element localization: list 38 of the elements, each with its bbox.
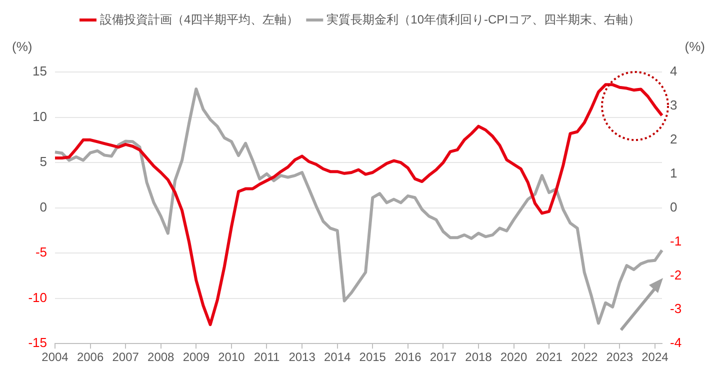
x-tick-label: 2020 [500, 350, 528, 364]
x-tick-label: 2014 [324, 350, 351, 364]
y2-tick-label: 0 [670, 199, 678, 214]
y-tick-label: 0 [40, 199, 47, 214]
x-tick-label: 2021 [536, 350, 563, 364]
y2-tick-label: 3 [670, 98, 678, 113]
x-tick-label: 2007 [112, 350, 140, 364]
legend-label: 実質長期金利（10年債利回り-CPIコア、四半期末、右軸） [326, 12, 640, 26]
legend-label: 設備投資計画（4四半期平均、左軸） [100, 12, 299, 26]
x-tick-label: 2013 [288, 350, 316, 364]
x-tick-label: 2006 [76, 350, 104, 364]
y-tick-label: -5 [35, 244, 47, 260]
y-tick-label: 5 [40, 154, 47, 170]
y-tick-label: -10 [28, 290, 47, 305]
y-axis-title: (%) [12, 39, 32, 54]
y2-tick-label: -1 [670, 233, 682, 248]
x-tick-label: 2009 [182, 350, 210, 364]
x-tick-label: 2016 [394, 350, 422, 364]
y2-tick-label: -2 [670, 267, 682, 282]
x-tick-label: 2018 [465, 350, 492, 364]
x-tick-label: 2024 [642, 350, 669, 364]
y2-tick-label: 2 [670, 131, 678, 146]
x-tick-label: 2022 [571, 350, 598, 364]
y2-tick-label: 4 [670, 64, 678, 79]
y2-tick-label: -4 [670, 335, 682, 350]
y-tick-label: 10 [32, 108, 47, 124]
x-tick-label: 2004 [42, 350, 69, 364]
x-tick-label: 2008 [148, 350, 175, 364]
x-tick-label: 2010 [218, 350, 246, 364]
x-tick-label: 2017 [430, 350, 457, 364]
x-tick-label: 2023 [606, 350, 634, 364]
y2-axis-title: (%) [684, 39, 705, 54]
y2-tick-label: 1 [670, 165, 678, 180]
x-tick-label: 2011 [254, 350, 280, 364]
x-tick-label: 2015 [359, 350, 386, 364]
y-tick-label: -15 [28, 335, 47, 350]
y2-tick-label: -3 [670, 301, 682, 316]
y-tick-label: 15 [32, 64, 47, 79]
